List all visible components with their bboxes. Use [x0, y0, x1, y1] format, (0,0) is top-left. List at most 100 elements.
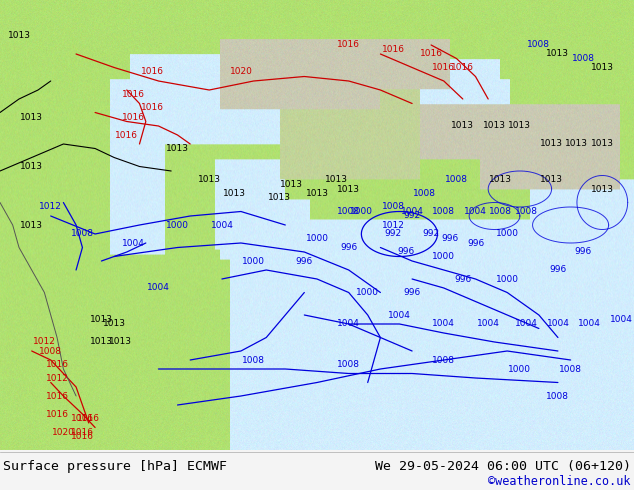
Text: 1013: 1013	[451, 122, 474, 130]
Text: 1013: 1013	[20, 162, 43, 171]
Text: 1008: 1008	[337, 360, 360, 369]
Text: 1013: 1013	[8, 31, 30, 41]
Text: 1016: 1016	[115, 130, 138, 140]
Text: 1013: 1013	[280, 180, 303, 189]
Text: 1013: 1013	[547, 49, 569, 58]
Text: 996: 996	[454, 274, 472, 284]
Text: 996: 996	[467, 239, 484, 247]
Text: 1004: 1004	[432, 319, 455, 328]
Text: 1008: 1008	[559, 365, 582, 373]
Text: 1004: 1004	[610, 315, 633, 324]
Text: 1012: 1012	[39, 202, 62, 212]
Text: 1016: 1016	[71, 432, 94, 441]
Text: 1008: 1008	[413, 189, 436, 198]
Text: Surface pressure [hPa] ECMWF: Surface pressure [hPa] ECMWF	[3, 460, 227, 472]
Text: 1020: 1020	[230, 68, 252, 76]
Text: 1000: 1000	[496, 229, 519, 239]
Text: 1008: 1008	[242, 356, 265, 365]
Text: 1013: 1013	[489, 175, 512, 185]
Text: 1016: 1016	[46, 360, 68, 369]
Text: 1008: 1008	[382, 202, 404, 212]
Text: 1016: 1016	[451, 63, 474, 72]
Text: 1013: 1013	[90, 315, 113, 324]
Text: 1016: 1016	[122, 90, 145, 99]
Text: 1000: 1000	[306, 234, 328, 243]
Text: 1012: 1012	[33, 338, 56, 346]
Text: 1013: 1013	[20, 113, 43, 122]
Text: 1012: 1012	[46, 373, 68, 383]
Text: 1008: 1008	[432, 356, 455, 365]
Text: 1013: 1013	[540, 175, 563, 185]
Text: 992: 992	[384, 229, 402, 239]
Text: 1013: 1013	[591, 185, 614, 194]
Text: 1004: 1004	[547, 319, 569, 328]
Text: 1013: 1013	[306, 189, 328, 198]
Text: 1008: 1008	[71, 229, 94, 239]
Text: 1013: 1013	[508, 122, 531, 130]
Text: 1016: 1016	[77, 414, 100, 423]
Text: 1008: 1008	[445, 175, 468, 185]
Text: ©weatheronline.co.uk: ©weatheronline.co.uk	[488, 475, 631, 488]
Text: 1000: 1000	[356, 288, 379, 297]
Text: 1013: 1013	[566, 140, 588, 148]
Text: 992: 992	[403, 212, 421, 220]
Text: 1013: 1013	[20, 220, 43, 229]
Text: 996: 996	[549, 266, 567, 274]
Text: 1020: 1020	[52, 427, 75, 437]
Text: 1004: 1004	[401, 207, 424, 216]
Text: 1008: 1008	[515, 207, 538, 216]
Text: 1004: 1004	[337, 319, 360, 328]
Text: 1013: 1013	[109, 338, 132, 346]
Text: 996: 996	[403, 288, 421, 297]
Text: 1016: 1016	[382, 45, 404, 54]
Text: 1004: 1004	[122, 239, 145, 247]
Text: 1016: 1016	[71, 427, 94, 437]
Text: 1000: 1000	[242, 256, 265, 266]
Text: 1008: 1008	[489, 207, 512, 216]
Text: 1004: 1004	[388, 311, 411, 319]
Text: 1004: 1004	[464, 207, 487, 216]
Text: 1016: 1016	[46, 392, 68, 400]
Text: 1013: 1013	[591, 63, 614, 72]
Text: 1013: 1013	[103, 319, 126, 328]
Text: 996: 996	[340, 243, 358, 252]
Text: 1016: 1016	[46, 410, 68, 418]
Text: 1004: 1004	[147, 284, 170, 293]
Text: 1000: 1000	[496, 274, 519, 284]
Text: 1013: 1013	[337, 185, 360, 194]
Text: 992: 992	[422, 229, 440, 239]
Text: 1016: 1016	[432, 63, 455, 72]
Text: 1013: 1013	[325, 175, 347, 185]
Text: 1000: 1000	[432, 252, 455, 261]
Text: 1016: 1016	[71, 414, 94, 423]
Text: 1013: 1013	[483, 122, 506, 130]
Text: 1013: 1013	[198, 175, 221, 185]
Text: 1008: 1008	[572, 54, 595, 63]
Text: 1008: 1008	[527, 41, 550, 49]
Text: 1013: 1013	[540, 140, 563, 148]
Text: 1013: 1013	[223, 189, 246, 198]
Text: 1004: 1004	[477, 319, 500, 328]
Text: 1000: 1000	[166, 220, 189, 229]
Text: 1008: 1008	[337, 207, 360, 216]
Text: 1008: 1008	[432, 207, 455, 216]
Text: 1008: 1008	[547, 392, 569, 400]
Text: 996: 996	[397, 247, 415, 256]
Text: 1012: 1012	[382, 220, 404, 229]
Text: 1016: 1016	[141, 68, 164, 76]
Text: 1004: 1004	[515, 319, 538, 328]
Text: 1000: 1000	[508, 365, 531, 373]
Text: 996: 996	[441, 234, 459, 243]
Text: 1016: 1016	[420, 49, 443, 58]
Text: 1013: 1013	[268, 194, 290, 202]
Text: 1008: 1008	[39, 346, 62, 356]
Text: 1013: 1013	[591, 140, 614, 148]
Text: 1013: 1013	[90, 338, 113, 346]
Text: 1004: 1004	[210, 220, 233, 229]
Text: 1000: 1000	[350, 207, 373, 216]
Text: 996: 996	[295, 256, 313, 266]
Text: 1004: 1004	[578, 319, 601, 328]
Text: 1016: 1016	[337, 41, 360, 49]
Text: 1016: 1016	[141, 103, 164, 113]
Text: 1013: 1013	[166, 144, 189, 153]
